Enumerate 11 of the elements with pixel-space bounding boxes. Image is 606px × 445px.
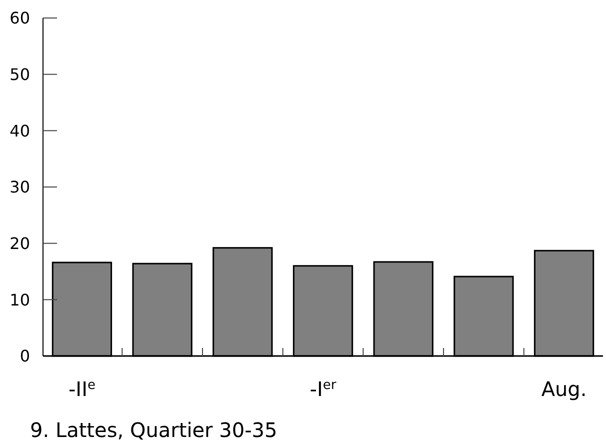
x-tick-label: Aug. — [541, 377, 587, 401]
text: 9. Lattes, Quartier 30-35 — [30, 418, 278, 442]
y-tick-label: 40 — [10, 121, 30, 140]
x-tick-label: -I$^{er}$ — [310, 377, 337, 401]
y-tick-label: 30 — [10, 178, 30, 197]
y-tick-label: 0 — [20, 346, 30, 366]
x-tick-label: -II$^{e}$ — [68, 377, 96, 401]
y-tick-label: 20 — [10, 234, 30, 253]
y-tick-label: 10 — [10, 290, 30, 310]
y-tick-label: 60 — [10, 8, 30, 28]
y-tick-label: 50 — [10, 64, 30, 84]
